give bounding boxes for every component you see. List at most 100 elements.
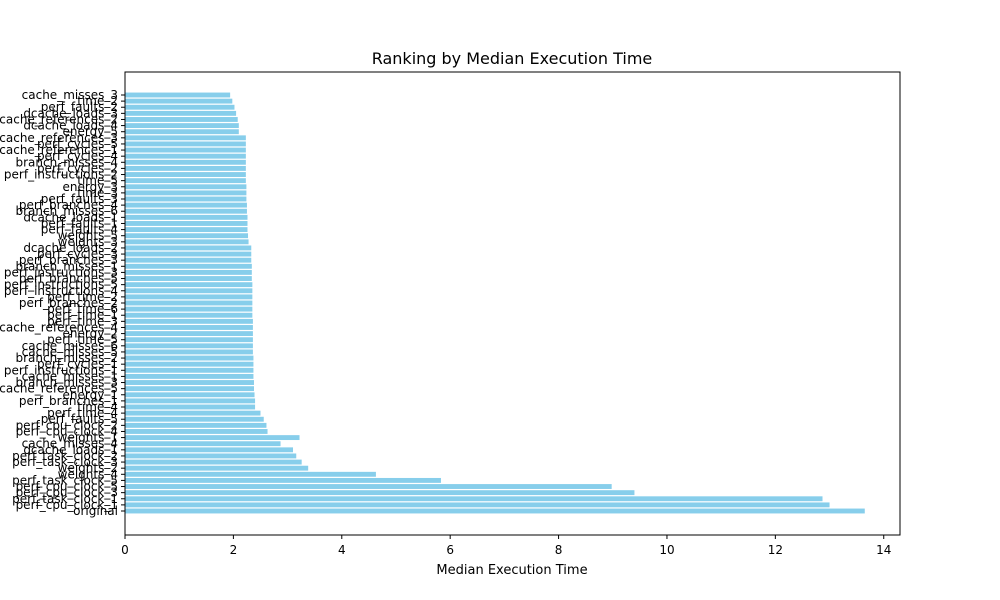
bar-weights_3 <box>125 239 249 245</box>
bar-perf_time_2 <box>125 294 253 300</box>
bar-weights_1 <box>125 435 300 441</box>
y-tick-label: weights_2 <box>58 461 118 475</box>
bar-time_2 <box>125 98 233 104</box>
y-tick-label: perf_branches_3 <box>19 253 118 267</box>
y-tick-label: time_5 <box>77 174 118 188</box>
bar-perf_branches_3 <box>125 257 252 263</box>
y-tick-label: branch_misses_6 <box>15 204 118 218</box>
bar-original <box>125 508 865 514</box>
bar-cache_references_1 <box>125 147 246 153</box>
y-tick-label: perf_cpu_clock_1 <box>16 498 118 512</box>
bar-perf_instructions_5 <box>125 282 253 288</box>
y-tick-label: perf_instructions_2 <box>4 168 118 182</box>
bar-perf_branches_2 <box>125 300 253 306</box>
bar-perf_cpu_clock_1 <box>125 502 830 508</box>
y-tick-label: perf_task_clock_5 <box>12 473 118 487</box>
bar-cache_misses_1 <box>125 373 254 379</box>
y-tick-label: cache_references_1 <box>0 143 118 157</box>
bar-dcache_loads_3 <box>125 110 237 116</box>
y-tick-label: time_4 <box>77 400 118 414</box>
y-tick-label: perf_faults_1 <box>41 216 118 230</box>
y-tick-label: cache_misses_1 <box>22 369 118 383</box>
y-tick-label: perf_cycles_5 <box>37 137 118 151</box>
bar-perf_cycles_2 <box>125 165 246 171</box>
y-tick-label: perf_cpu_clock_4 <box>16 424 118 438</box>
bar-perf_cycles_1 <box>125 361 254 367</box>
bar-branch_misses_1 <box>125 263 252 269</box>
y-tick-label: perf_time_5 <box>47 333 118 347</box>
y-tick-label: perf_cycles_4 <box>37 149 118 163</box>
bar-dcache_loads_1 <box>125 214 248 220</box>
y-tick-label: perf_task_clock_1 <box>12 492 118 506</box>
bar-perf_instructions_3 <box>125 269 252 275</box>
bar-perf_task_clock_1 <box>125 496 823 502</box>
y-tick-label: energy_5 <box>63 125 118 139</box>
y-tick-label: perf_time_3 <box>47 314 118 328</box>
bar-cache_references_3 <box>125 135 246 141</box>
bar-time_3 <box>125 190 247 196</box>
bar-perf_faults_3 <box>125 196 247 202</box>
y-tick-label: weights_4 <box>58 467 118 481</box>
bar-perf_faults_2 <box>125 104 235 110</box>
x-tick-label: 12 <box>768 543 783 557</box>
bar-perf_time_6 <box>125 306 253 312</box>
y-tick-label: time_2 <box>77 94 118 108</box>
y-tick-label: perf_faults_5 <box>41 412 118 426</box>
y-tick-label: cache_references_2 <box>0 112 118 126</box>
bar-perf_task_clock_3 <box>125 459 302 465</box>
bar-time_4 <box>125 404 256 410</box>
bar-perf_cpu_clock_5 <box>125 484 612 489</box>
x-tick-label: 8 <box>555 543 563 557</box>
y-tick-label: weights_5 <box>58 229 118 243</box>
x-axis-label: Median Execution Time <box>436 563 587 578</box>
y-tick-label: perf_time_2 <box>47 290 118 304</box>
y-tick-label: perf_faults_2 <box>41 100 118 114</box>
x-tick-label: 0 <box>121 543 129 557</box>
bar-perf_faults_4 <box>125 227 248 233</box>
y-tick-label: weights_1 <box>58 431 118 445</box>
bar-perf_time_5 <box>125 337 253 343</box>
bar-branch_misses_2 <box>125 355 254 361</box>
x-tick-label: 2 <box>230 543 238 557</box>
x-tick-label: 6 <box>446 543 454 557</box>
bar-energy_1 <box>125 392 255 398</box>
y-tick-label: perf_instructions_1 <box>4 363 118 377</box>
bar-energy_5 <box>125 129 239 135</box>
bar-dcache_loads_1 <box>125 447 294 453</box>
y-tick-label: perf_faults_3 <box>41 192 118 206</box>
bar-perf_cycles_3 <box>125 251 252 257</box>
y-tick-label: cache_misses_3 <box>22 88 118 102</box>
y-tick-label: perf_instructions_4 <box>4 284 118 298</box>
bar-perf_cpu_clock_2 <box>125 422 267 428</box>
y-tick-label: dcache_loads_3 <box>23 106 118 120</box>
bar-weights_4 <box>125 471 376 477</box>
bar-perf_branches_4 <box>125 202 247 208</box>
y-tick-label: cache_misses_5 <box>22 345 118 359</box>
y-tick-label: perf_branches_4 <box>19 198 118 212</box>
bar-cache_misses_5 <box>125 349 253 355</box>
bar-perf_cpu_clock_4 <box>125 429 268 434</box>
y-tick-label: cache_misses_6 <box>22 339 118 353</box>
bar-perf_branches_5 <box>125 276 252 281</box>
x-tick-label: 10 <box>659 543 674 557</box>
y-tick-label: perf_task_clock_2 <box>12 449 118 463</box>
bar-branch_misses_4 <box>125 159 246 165</box>
plot-frame <box>124 71 901 536</box>
x-ticks: 0 2 4 6 8 10 12 14 <box>121 535 891 557</box>
y-tick-label: time_3 <box>77 186 118 200</box>
y-tick-label: perf_branches_1 <box>19 394 118 408</box>
y-tick-label: branch_misses_3 <box>15 376 118 390</box>
bar-perf_instructions_1 <box>125 367 254 373</box>
bar-perf_time_3 <box>125 318 253 324</box>
bar-dcache_loads_4 <box>125 123 239 129</box>
bar-cache_references_4 <box>125 325 253 330</box>
bar-cache_misses_6 <box>125 343 253 349</box>
y-tick-label: perf_cpu_clock_5 <box>16 480 118 494</box>
bar-perf_cycles_4 <box>125 153 246 159</box>
x-tick-label: 4 <box>338 543 346 557</box>
y-tick-label: perf_cycles_1 <box>37 357 118 371</box>
y-tick-label: dcache_loads_1 <box>23 210 118 224</box>
bar-dcache_loads_2 <box>125 245 252 251</box>
bar-time_5 <box>125 178 246 184</box>
y-tick-label: cache_misses_4 <box>22 437 118 451</box>
